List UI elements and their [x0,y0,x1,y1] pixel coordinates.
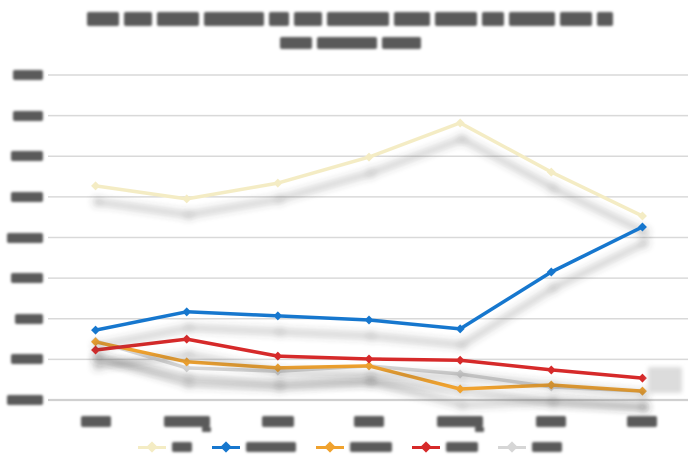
marker-diamond-orange [546,380,556,390]
title-word-redacted [435,12,477,26]
title-word-redacted [509,12,555,26]
x-axis-tick-label-redacted [163,416,211,432]
marker-diamond-orange [455,384,465,394]
legend-label-redacted [446,442,478,452]
marker-diamond-red [637,373,647,383]
marker-diamond-orange [273,363,283,373]
y-axis-tick-label-redacted [13,70,43,80]
legend-line-diamond-icon [498,440,526,454]
marker-diamond-cream [455,118,465,128]
legend-line-diamond-icon [316,440,344,454]
x-axis-tick-label-redacted [627,416,658,427]
title-word-redacted [204,12,264,26]
legend-entry-blue [212,440,296,454]
legend-label-redacted [532,442,562,452]
marker-diamond-cream [91,181,101,191]
marker-diamond-cream [637,211,647,221]
marker-diamond-red [455,355,465,365]
marker-diamond-red [273,351,283,361]
title-word-redacted [316,37,377,49]
legend-entry-cream [138,440,192,454]
legend-entry-orange [316,440,392,454]
series-line-cream [93,121,645,218]
title-word-redacted [279,37,312,49]
x-axis-tick-label-redacted [261,416,294,427]
title-word-redacted [87,12,119,26]
title-word-redacted [597,12,613,26]
marker-diamond-blue [546,267,556,277]
series-cream [91,118,647,221]
marker-diamond-blue [455,324,465,334]
marker-diamond-orange [637,386,647,396]
title-word-redacted [269,12,289,26]
title-word-redacted [157,12,199,26]
marker-diamond-red [364,354,374,364]
marker-diamond-orange [91,337,101,347]
y-axis-tick-label-redacted [11,151,43,162]
marker-diamond-blue [91,325,101,335]
title-word-redacted [294,12,322,26]
marker-diamond-orange [364,361,374,371]
marker-diamond-cream [364,152,374,162]
marker-diamond-red [546,365,556,375]
legend-label-redacted [246,442,296,452]
series-blue [91,222,647,335]
legend-line-diamond-icon [212,440,240,454]
marker-diamond-blue [273,311,283,321]
legend-line-diamond-icon [412,440,440,454]
x-axis-tick-label-redacted [354,416,384,427]
legend-entry-red [412,440,478,454]
marker-diamond-gray [455,369,465,379]
title-word-redacted [482,12,504,26]
title-word-redacted [394,12,430,26]
legend-line-diamond-icon [138,440,166,454]
marker-diamond-orange [182,357,192,367]
marker-diamond-cream [182,194,192,204]
legend-entry-gray [498,440,562,454]
y-axis-tick-label-redacted [15,313,43,324]
y-axis-tick-label-redacted [11,191,43,202]
marker-diamond-blue [364,315,374,325]
marker-diamond-red [182,334,192,344]
x-axis-tick-label-redacted [536,416,567,427]
marker-diamond-red [91,345,101,355]
marker-diamond-gray [182,363,192,373]
marker-diamond-blue [637,222,647,232]
x-axis-tick-label-redacted [437,416,485,432]
chart-title-line1 [0,12,700,26]
series-red [91,334,647,383]
series-orange [91,337,647,396]
marker-diamond-blue [182,307,192,317]
marker-diamond-cream [273,178,283,188]
y-axis-tick-label-redacted [7,395,43,405]
title-word-redacted [560,12,592,26]
legend-label-redacted [172,442,192,452]
y-axis-tick-label-redacted [11,273,43,284]
y-axis-tick-label-redacted [13,110,43,121]
y-axis-tick-label-redacted [7,232,43,243]
x-axis-tick-label-redacted [80,416,111,427]
chart-title-line2 [0,37,700,49]
chart-legend [0,440,700,454]
y-axis-tick-label-redacted [11,354,43,365]
title-word-redacted [327,12,389,26]
right-edge-annotation-redacted [648,367,682,393]
marker-diamond-cream [546,167,556,177]
title-word-redacted [381,37,421,49]
legend-label-redacted [350,442,392,452]
title-word-redacted [124,12,152,26]
